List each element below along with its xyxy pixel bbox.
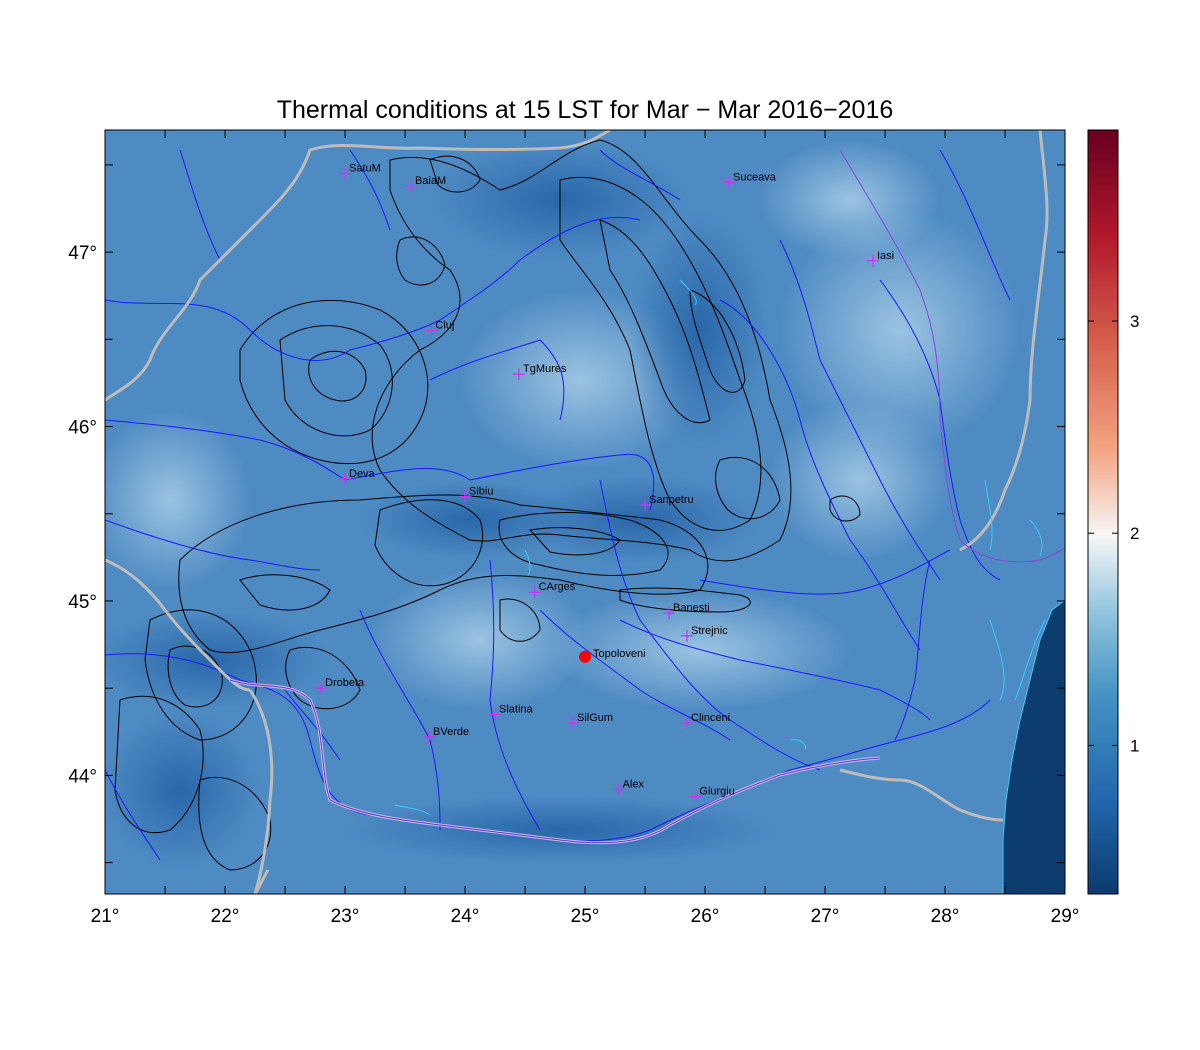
- station-alex: Alex: [612, 778, 645, 796]
- romania-outline: [839, 149, 1065, 563]
- map-tick-marks: [104, 130, 1066, 894]
- station-baiam: BaiaM: [405, 175, 446, 192]
- station-label: SilGum: [577, 712, 613, 724]
- station-cluj: Cluj: [425, 320, 454, 337]
- map-panel: [105, 130, 1065, 894]
- station-label: Banesti: [673, 602, 710, 614]
- station-label: Drobeta: [325, 677, 365, 689]
- station-label: Slatina: [499, 703, 534, 715]
- coastline: [394, 279, 1065, 894]
- rivers: [105, 149, 1011, 861]
- colorbar: [1087, 129, 1119, 895]
- highlight-marker: Topoloveni: [579, 648, 646, 663]
- station-label: Sibiu: [469, 485, 493, 497]
- x-tick-label: 25°: [571, 906, 600, 927]
- station-label: Cluj: [435, 320, 454, 332]
- station-satum: SatuM: [339, 163, 381, 180]
- station-label: Alex: [623, 778, 645, 790]
- station-drobeta: Drobeta: [315, 677, 365, 695]
- x-axis-labels: 21° 22° 23° 24° 25° 26° 27° 28° 29°: [91, 906, 1080, 927]
- y-tick-label: 44°: [68, 766, 97, 787]
- station-iasi: Iasi: [867, 250, 894, 267]
- x-tick-label: 24°: [451, 906, 480, 927]
- x-tick-label: 28°: [931, 906, 960, 927]
- highlight-dot-icon: [579, 650, 591, 663]
- station-deva: Deva: [339, 468, 376, 485]
- x-tick-label: 23°: [331, 906, 360, 927]
- colorbar-tick-label: 3: [1130, 312, 1139, 331]
- colorbar-tick-label: 1: [1130, 736, 1139, 755]
- y-tick-label: 45°: [68, 592, 97, 613]
- highlight-label: Topoloveni: [593, 648, 646, 660]
- station-suceava: Suceava: [723, 171, 777, 189]
- station-label: BaiaM: [415, 175, 446, 187]
- black-sea: [1003, 600, 1065, 894]
- station-label: Deva: [349, 468, 376, 480]
- y-tick-label: 46°: [68, 418, 97, 439]
- station-sibiu: Sibiu: [459, 485, 493, 503]
- x-tick-label: 21°: [91, 906, 120, 927]
- colorbar-ticks: 1 2 3: [1088, 312, 1139, 755]
- danube-river-edge: [229, 679, 881, 844]
- station-label: TgMures: [523, 363, 567, 375]
- x-tick-label: 26°: [691, 906, 720, 927]
- x-tick-label: 27°: [811, 906, 840, 927]
- y-axis-labels: 44° 45° 46° 47°: [68, 243, 97, 787]
- station-markers: SatuM BaiaM Suceava Iasi Cluj TgMures Deva Sibi…: [315, 163, 894, 803]
- station-label: SatuM: [349, 163, 381, 175]
- station-label: Iasi: [877, 250, 894, 262]
- country-borders: [105, 130, 1049, 894]
- station-label: Giurgiu: [699, 785, 734, 797]
- station-label: Suceava: [733, 171, 777, 183]
- station-banesti: Banesti: [663, 602, 710, 620]
- colorbar-tick-label: 2: [1130, 524, 1139, 543]
- station-clinceni: Clinceni: [681, 712, 730, 730]
- station-label: Strejnic: [691, 625, 728, 637]
- figure-title: Thermal conditions at 15 LST for Mar − M…: [277, 96, 894, 124]
- station-sanpetru: Sanpetru: [639, 494, 694, 512]
- y-tick-label: 47°: [68, 243, 97, 264]
- station-label: BVerde: [433, 726, 469, 738]
- station-slatina: Slatina: [489, 703, 534, 721]
- station-label: Sanpetru: [649, 494, 694, 506]
- station-bverde: BVerde: [423, 726, 469, 744]
- x-tick-label: 29°: [1051, 906, 1080, 927]
- station-giurgiu: Giurgiu: [689, 785, 735, 803]
- station-strejnic: Strejnic: [681, 625, 728, 642]
- station-label: Clinceni: [691, 712, 730, 724]
- station-silgum: SilGum: [567, 712, 613, 730]
- station-carges: CArges: [528, 581, 576, 599]
- station-label: CArges: [539, 581, 576, 593]
- x-tick-label: 22°: [211, 906, 240, 927]
- station-tgmures: TgMures: [513, 363, 567, 381]
